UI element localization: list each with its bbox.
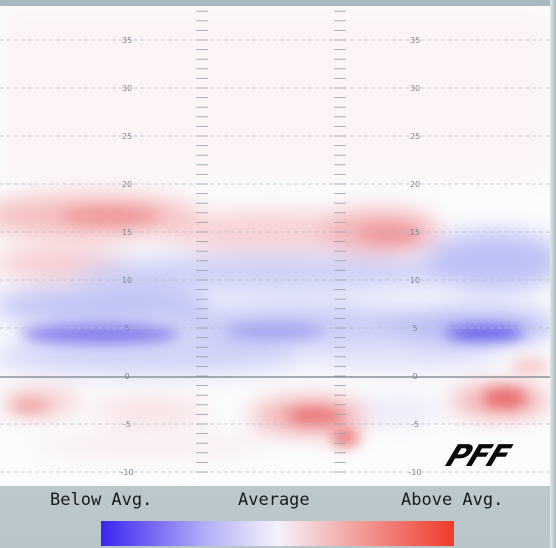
hash-marks	[196, 10, 346, 473]
yard-label: 10	[122, 276, 132, 285]
yard-label: -5	[411, 420, 419, 429]
pff-logo-text: PFF	[441, 439, 516, 474]
yard-label: 5	[124, 324, 129, 333]
pff-logo: PFF	[441, 439, 516, 474]
yard-label: 35	[410, 36, 420, 45]
yard-label: 25	[122, 132, 132, 141]
yard-label: 0	[412, 372, 417, 381]
yard-labels: 35 35 30 30 25 25 20 20 15 15 10 10 5 5 0 0 -5 -5 -10 -10	[120, 36, 421, 477]
yard-label: 25	[410, 132, 420, 141]
yard-label: 10	[410, 276, 420, 285]
heat-layer	[0, 6, 550, 456]
legend-average-label: Average	[238, 490, 310, 510]
yard-label: 15	[122, 228, 132, 237]
heat-regions-broad	[0, 6, 550, 456]
yard-label: 35	[122, 36, 132, 45]
field-edge	[550, 0, 556, 548]
yard-label: 30	[410, 84, 420, 93]
yard-label: 20	[122, 180, 132, 189]
yard-label: 30	[122, 84, 132, 93]
legend-below-label: Below Avg.	[50, 490, 153, 510]
yard-label: 0	[124, 372, 129, 381]
yard-label: 5	[412, 324, 417, 333]
yard-label: 20	[410, 180, 420, 189]
yard-label: -10	[408, 468, 421, 477]
field-heatmap: 35 35 30 30 25 25 20 20 15 15 10 10 5 5 0 0 -5 -5 -10 -10 P…	[0, 6, 550, 486]
heatmap-canvas: 35 35 30 30 25 25 20 20 15 15 10 10 5 5 0 0 -5 -5 -10 -10 P…	[0, 6, 550, 477]
yard-label: -5	[123, 420, 131, 429]
yard-label: -10	[120, 468, 133, 477]
legend-above-label: Above Avg.	[401, 490, 504, 510]
yard-label: 15	[410, 228, 420, 237]
yard-gridlines	[0, 39, 550, 473]
legend-color-scale	[101, 521, 454, 546]
